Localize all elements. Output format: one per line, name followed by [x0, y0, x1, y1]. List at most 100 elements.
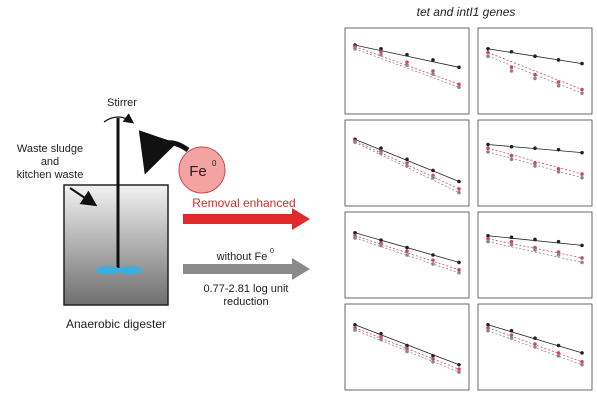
data-point	[533, 73, 537, 77]
data-point	[580, 244, 584, 248]
data-point	[580, 172, 584, 176]
data-point	[379, 53, 383, 57]
data-point	[580, 261, 584, 265]
data-point	[557, 240, 561, 244]
data-point	[510, 145, 514, 149]
without-label: without Fe	[216, 251, 268, 263]
data-point	[557, 84, 561, 88]
data-point	[379, 338, 383, 342]
data-point	[510, 50, 514, 54]
data-point	[457, 363, 461, 367]
data-point	[486, 51, 490, 55]
data-point	[533, 345, 537, 349]
data-point	[379, 244, 383, 248]
data-point	[379, 152, 383, 156]
data-point	[405, 253, 409, 257]
data-point	[353, 236, 357, 240]
graphical-abstract: Stirrer Waste sludge and kitchen waste A…	[0, 0, 597, 407]
panels	[345, 28, 592, 390]
removal-label: Removal enhanced	[192, 196, 295, 210]
data-point	[405, 53, 409, 57]
data-point	[457, 187, 461, 191]
propeller	[96, 266, 120, 274]
data-point	[510, 235, 514, 239]
reduction-label: 0.77-2.81 log unit	[203, 283, 288, 295]
data-point	[533, 336, 537, 340]
data-point	[580, 62, 584, 66]
data-point	[457, 85, 461, 89]
data-point	[580, 351, 584, 355]
data-point	[431, 360, 435, 364]
fe-label: Fe	[189, 163, 207, 180]
data-point	[431, 169, 435, 173]
data-point	[510, 158, 514, 162]
data-point	[510, 329, 514, 333]
data-point	[580, 176, 584, 180]
digester-tank	[64, 185, 168, 305]
trend-line	[488, 53, 582, 90]
data-point	[557, 58, 561, 62]
data-point	[533, 54, 537, 58]
data-point	[510, 69, 514, 73]
propeller	[118, 266, 142, 274]
data-point	[457, 191, 461, 195]
data-point	[431, 176, 435, 180]
data-point	[510, 154, 514, 158]
data-point	[557, 170, 561, 174]
data-point	[533, 164, 537, 168]
panel-frame	[478, 212, 592, 298]
data-point	[457, 271, 461, 275]
feed-label: Waste sludge	[17, 143, 83, 155]
data-point	[580, 256, 584, 260]
data-point	[486, 143, 490, 147]
data-point	[533, 248, 537, 252]
feed-label: kitchen waste	[17, 169, 84, 181]
data-point	[431, 253, 435, 257]
data-point	[486, 54, 490, 58]
data-point	[533, 238, 537, 242]
panel-frame	[478, 28, 592, 114]
data-point	[405, 158, 409, 162]
data-point	[580, 88, 584, 92]
feed-label: and	[41, 156, 59, 168]
data-point	[533, 146, 537, 150]
data-point	[580, 363, 584, 367]
panels-title: tet and intI1 genes	[417, 5, 516, 19]
data-point	[486, 240, 490, 244]
data-point	[557, 354, 561, 358]
data-point	[580, 91, 584, 95]
removal-arrow	[183, 208, 310, 230]
stirrer-label: Stirrer	[107, 97, 137, 109]
trend-line	[488, 148, 582, 174]
data-point	[557, 80, 561, 84]
data-point	[457, 370, 461, 374]
data-point	[405, 250, 409, 254]
data-point	[457, 66, 461, 70]
reduction-label: reduction	[223, 296, 268, 308]
data-point	[353, 328, 357, 332]
panel-frame	[345, 28, 469, 114]
data-point	[510, 336, 514, 340]
data-point	[353, 140, 357, 144]
data-point	[353, 47, 357, 51]
data-point	[405, 246, 409, 250]
data-point	[405, 164, 409, 168]
data-point	[557, 148, 561, 152]
data-point	[431, 58, 435, 62]
data-point	[431, 258, 435, 262]
data-point	[510, 243, 514, 247]
data-point	[405, 63, 409, 67]
data-point	[457, 261, 461, 265]
digester-label: Anaerobic digester	[66, 317, 166, 331]
data-point	[431, 72, 435, 76]
data-point	[486, 146, 490, 150]
data-point	[486, 47, 490, 51]
data-point	[457, 180, 461, 184]
data-point	[486, 329, 490, 333]
data-point	[431, 262, 435, 266]
trend-line	[488, 242, 582, 263]
data-point	[486, 150, 490, 154]
data-point	[557, 344, 561, 348]
data-point	[405, 350, 409, 354]
data-point	[510, 66, 514, 70]
